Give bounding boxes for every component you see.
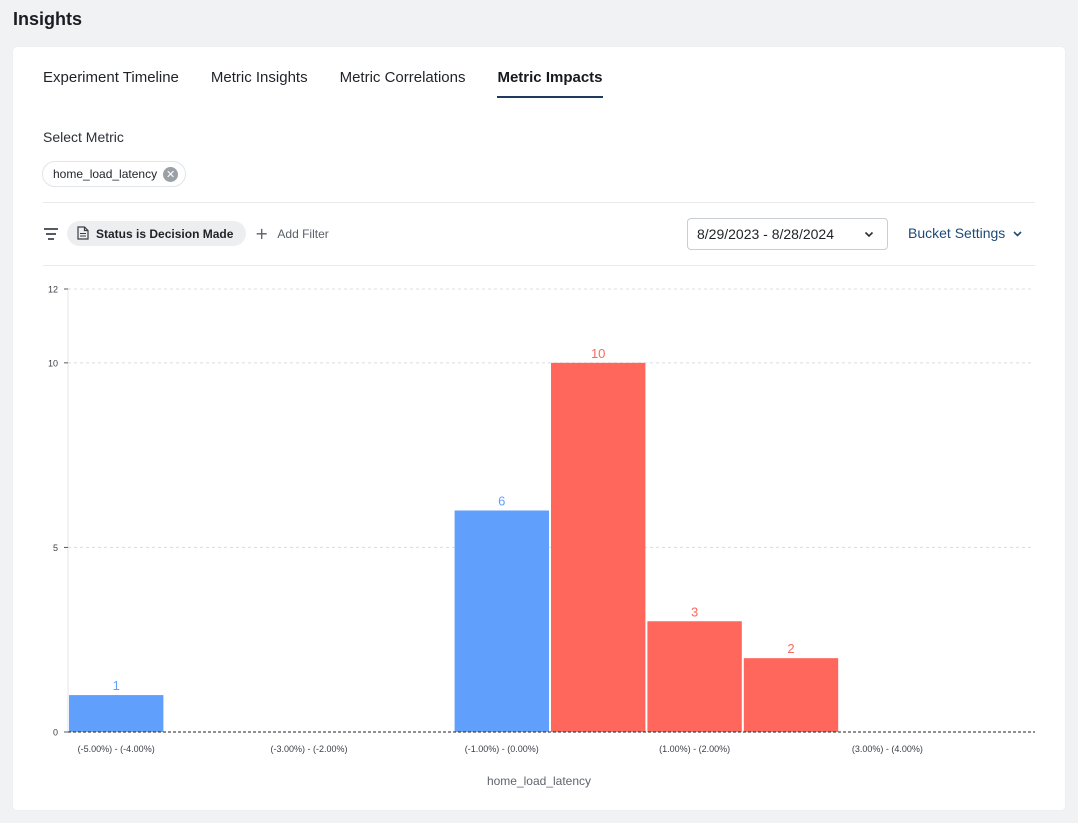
page-title: Insights	[13, 9, 83, 29]
chevron-down-icon	[864, 231, 874, 238]
bar-value-label: 10	[591, 346, 605, 361]
close-circle-icon[interactable]: ✕	[163, 167, 179, 182]
histogram-bar	[454, 510, 549, 732]
bar-value-label: 3	[691, 604, 698, 619]
selected-metric-chip[interactable]: home_load_latency ✕	[42, 161, 187, 187]
histogram-bar	[551, 362, 646, 732]
divider	[43, 202, 1035, 203]
bar-value-label: 6	[498, 494, 505, 509]
histogram-bar	[743, 658, 839, 732]
histogram-bar	[647, 621, 742, 732]
date-range-select[interactable]: 8/29/2023 - 8/28/2024	[687, 218, 888, 250]
histogram-bar	[69, 695, 164, 732]
x-tick-label: (3.00%) - (4.00%)	[852, 744, 923, 754]
x-tick-label: (-5.00%) - (-4.00%)	[78, 744, 155, 754]
document-icon	[77, 226, 89, 240]
tab-experiment-timeline[interactable]: Experiment Timeline	[43, 69, 179, 86]
filter-operator: is	[136, 226, 147, 241]
tab-bar: Experiment Timeline Metric Insights Metr…	[43, 69, 603, 99]
bar-value-label: 2	[787, 641, 794, 656]
tab-metric-impacts[interactable]: Metric Impacts	[497, 69, 603, 99]
y-tick-label: 10	[48, 358, 58, 368]
plus-icon: +	[255, 224, 269, 243]
x-tick-label: (-1.00%) - (0.00%)	[465, 744, 539, 754]
bar-value-label: 1	[113, 678, 120, 693]
tab-metric-correlations[interactable]: Metric Correlations	[339, 69, 466, 86]
bucket-settings-label: Bucket Settings	[908, 225, 1006, 241]
impact-histogram-chart: 0 5 10 12 1 6 10 3 2 (-5.00%) - (-4.00%) (-3.00%) …	[48, 285, 1035, 754]
divider	[43, 265, 1035, 266]
tab-metric-insights[interactable]: Metric Insights	[210, 69, 308, 86]
filter-value: Decision Made	[149, 226, 234, 241]
bucket-settings-button[interactable]: Bucket Settings	[908, 225, 1023, 241]
y-tick-label: 5	[53, 543, 58, 553]
x-tick-label: (-3.00%) - (-2.00%)	[270, 744, 347, 754]
date-range-value: 8/29/2023 - 8/28/2024	[697, 226, 835, 242]
add-filter-button[interactable]: + Add Filter	[255, 224, 329, 244]
add-filter-label: Add Filter	[277, 227, 329, 241]
selected-metric-label: home_load_latency	[53, 167, 158, 181]
active-filter-pill[interactable]: Status is Decision Made	[67, 221, 247, 246]
chevron-down-icon	[1013, 230, 1022, 237]
y-tick-label: 0	[53, 728, 58, 738]
filter-field: Status	[96, 226, 133, 241]
x-axis-title: home_load_latency	[486, 774, 592, 788]
x-tick-label: (1.00%) - (2.00%)	[659, 744, 730, 754]
y-tick-label: 12	[48, 285, 58, 295]
select-metric-label: Select Metric	[43, 129, 124, 145]
filter-lines-icon[interactable]	[44, 228, 58, 240]
insights-card: Experiment Timeline Metric Insights Metr…	[13, 47, 1065, 810]
